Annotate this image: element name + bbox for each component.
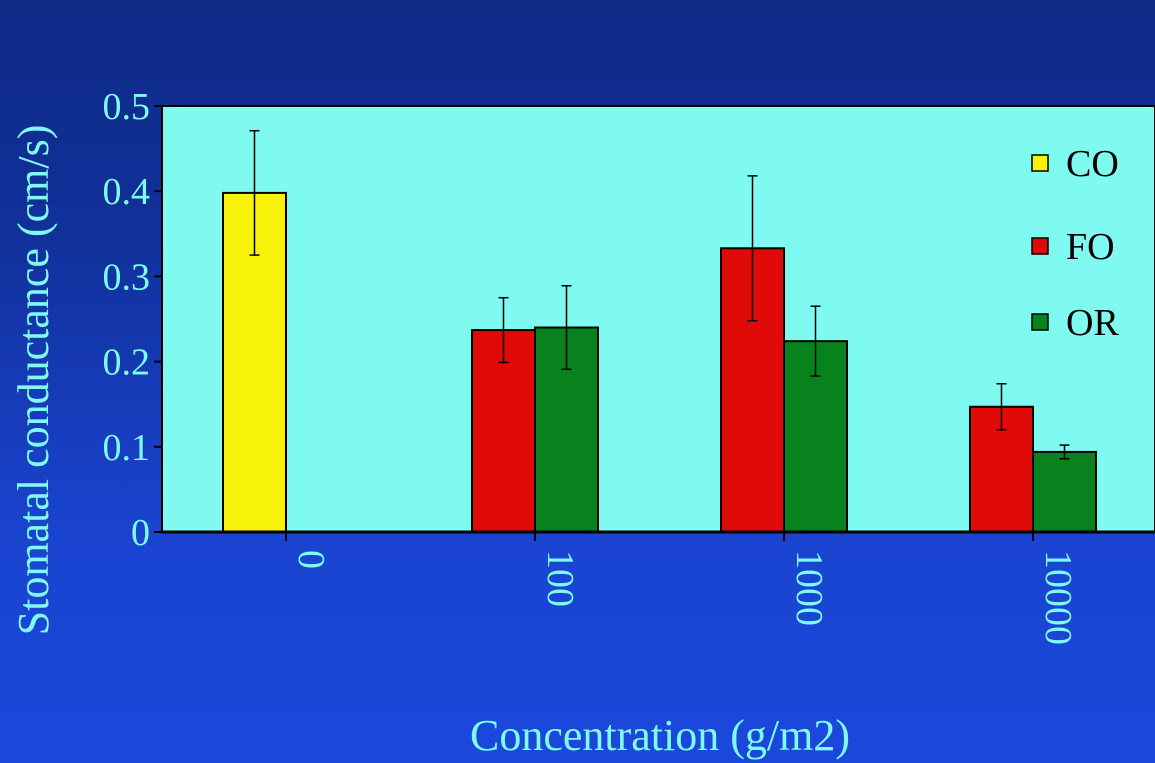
bar-or-1000 [783, 340, 848, 534]
y-axis: 0 0.1 0.2 0.3 0.4 0.5 [103, 86, 162, 554]
y-tick-label: 0.4 [103, 171, 151, 213]
x-axis-title: Concentration (g/m2) [470, 711, 850, 760]
y-tick-label: 0.3 [103, 256, 151, 298]
x-tick-label: 1000 [788, 550, 830, 626]
legend: CO FO OR [1031, 143, 1119, 344]
x-tick-label: 10000 [1037, 550, 1079, 645]
y-tick-label: 0.2 [103, 342, 151, 384]
legend-label-fo: FO [1066, 226, 1115, 268]
legend-label-co: CO [1066, 143, 1119, 185]
x-axis: 0 100 1000 10000 [162, 530, 1155, 645]
error-bars-layer [249, 129, 1070, 460]
y-axis-title: Stomatal conductance (cm/s) [9, 125, 58, 636]
y-tick-label: 0.5 [103, 86, 151, 128]
x-tick-label: 0 [290, 550, 332, 569]
legend-swatch-co [1031, 154, 1049, 172]
legend-swatch-fo [1031, 237, 1049, 255]
bar-or-10000 [1032, 450, 1097, 533]
y-tick-label: 0.1 [103, 427, 151, 469]
x-tick-label: 100 [539, 550, 581, 607]
legend-swatch-or [1031, 313, 1049, 331]
legend-label-or: OR [1066, 302, 1119, 344]
y-tick-label: 0 [131, 512, 150, 554]
